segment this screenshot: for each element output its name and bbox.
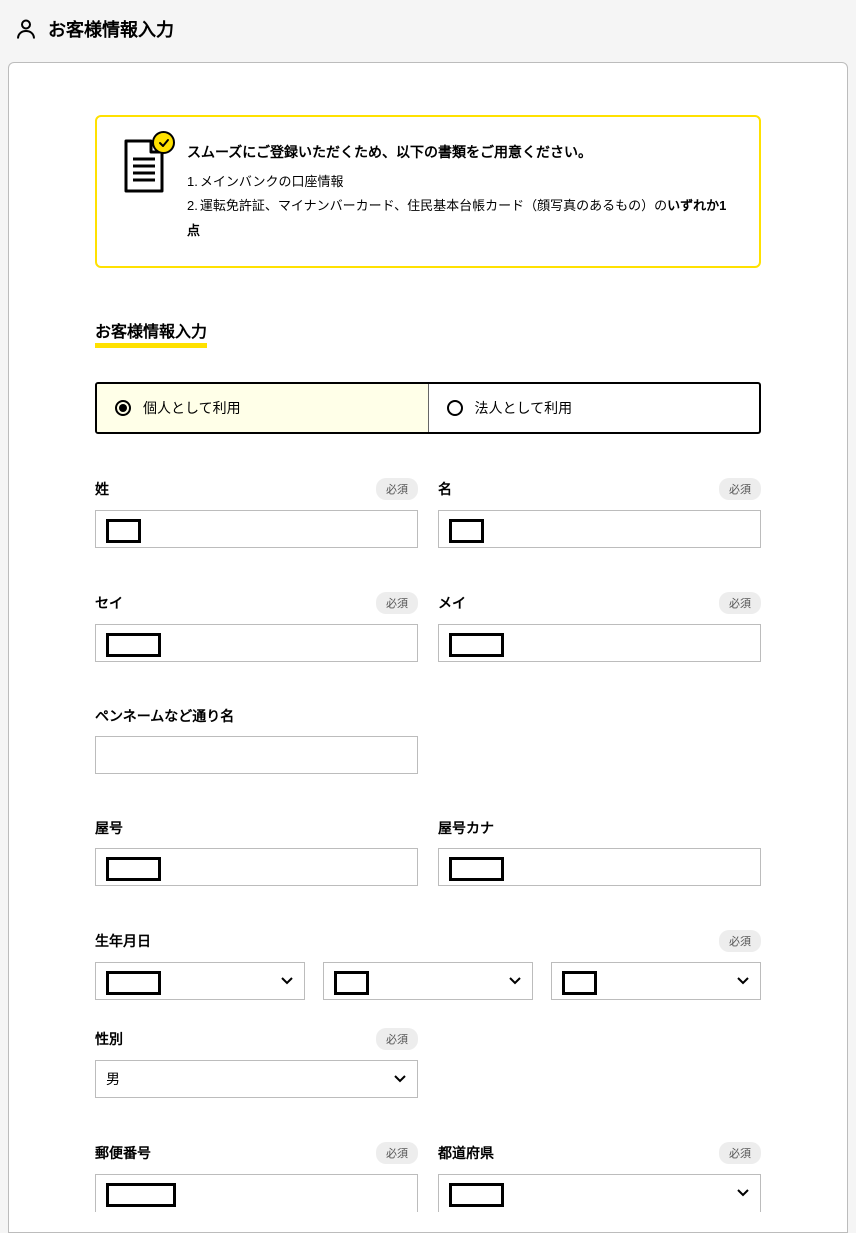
label-trade-name: 屋号 <box>95 818 123 838</box>
trade-name-kana-input[interactable] <box>438 848 761 886</box>
radio-individual-label: 個人として利用 <box>143 398 241 418</box>
radio-circle-icon <box>447 400 463 416</box>
label-dob: 生年月日 <box>95 931 151 951</box>
label-prefecture: 都道府県 <box>438 1143 494 1163</box>
field-gender: 性別 必須 男 <box>95 1028 418 1098</box>
pen-name-input[interactable] <box>95 736 418 774</box>
label-first-name: 名 <box>438 479 452 499</box>
user-icon <box>14 17 38 41</box>
dob-year-select[interactable] <box>95 962 305 1000</box>
field-last-name-kana: セイ 必須 <box>95 592 418 662</box>
label-gender: 性別 <box>95 1029 123 1049</box>
field-dob: 生年月日 必須 <box>95 930 761 1000</box>
label-postal-code: 郵便番号 <box>95 1143 151 1163</box>
radio-corporate-label: 法人として利用 <box>475 398 573 418</box>
notice-title: スムーズにご登録いただくため、以下の書類をご用意ください。 <box>187 139 733 166</box>
last-name-input[interactable] <box>95 510 418 548</box>
required-badge: 必須 <box>719 592 761 614</box>
section-heading: お客様情報入力 <box>95 318 207 342</box>
label-trade-name-kana: 屋号カナ <box>438 818 494 838</box>
notice-item-2: 2.運転免許証、マイナンバーカード、住民基本台帳カード（顔写真のあるもの）のいず… <box>187 194 733 243</box>
field-pen-name: ペンネームなど通り名 <box>95 706 418 774</box>
page-header: お客様情報入力 <box>0 0 856 54</box>
field-first-name: 名 必須 <box>438 478 761 548</box>
dob-day-select[interactable] <box>551 962 761 1000</box>
required-badge: 必須 <box>719 930 761 952</box>
check-badge-icon <box>152 131 175 154</box>
required-badge: 必須 <box>719 1142 761 1164</box>
field-first-name-kana: メイ 必須 <box>438 592 761 662</box>
required-badge: 必須 <box>376 1142 418 1164</box>
usage-type-radio-group: 個人として利用 法人として利用 <box>95 382 761 434</box>
notice-icon <box>123 139 165 196</box>
label-first-name-kana: メイ <box>438 593 466 613</box>
radio-individual[interactable]: 個人として利用 <box>97 384 429 432</box>
notice-box: スムーズにご登録いただくため、以下の書類をご用意ください。 1.メインバンクの口… <box>95 115 761 268</box>
field-trade-name-kana: 屋号カナ <box>438 818 761 886</box>
required-badge: 必須 <box>376 478 418 500</box>
field-postal-code: 郵便番号 必須 <box>95 1142 418 1212</box>
label-last-name: 姓 <box>95 479 109 499</box>
prefecture-select[interactable] <box>438 1174 761 1212</box>
notice-item-1: 1.メインバンクの口座情報 <box>187 170 733 195</box>
first-name-kana-input[interactable] <box>438 624 761 662</box>
required-badge: 必須 <box>376 1028 418 1050</box>
trade-name-input[interactable] <box>95 848 418 886</box>
first-name-input[interactable] <box>438 510 761 548</box>
label-last-name-kana: セイ <box>95 593 123 613</box>
form-panel: スムーズにご登録いただくため、以下の書類をご用意ください。 1.メインバンクの口… <box>8 62 848 1233</box>
last-name-kana-input[interactable] <box>95 624 418 662</box>
gender-select[interactable]: 男 <box>95 1060 418 1098</box>
label-pen-name: ペンネームなど通り名 <box>95 706 234 726</box>
radio-dot-icon <box>115 400 131 416</box>
page-title: お客様情報入力 <box>48 16 174 42</box>
required-badge: 必須 <box>376 592 418 614</box>
field-prefecture: 都道府県 必須 <box>438 1142 761 1212</box>
postal-code-input[interactable] <box>95 1174 418 1212</box>
field-last-name: 姓 必須 <box>95 478 418 548</box>
dob-month-select[interactable] <box>323 962 533 1000</box>
notice-texts: スムーズにご登録いただくため、以下の書類をご用意ください。 1.メインバンクの口… <box>187 139 733 244</box>
required-badge: 必須 <box>719 478 761 500</box>
field-trade-name: 屋号 <box>95 818 418 886</box>
radio-corporate[interactable]: 法人として利用 <box>429 384 760 432</box>
